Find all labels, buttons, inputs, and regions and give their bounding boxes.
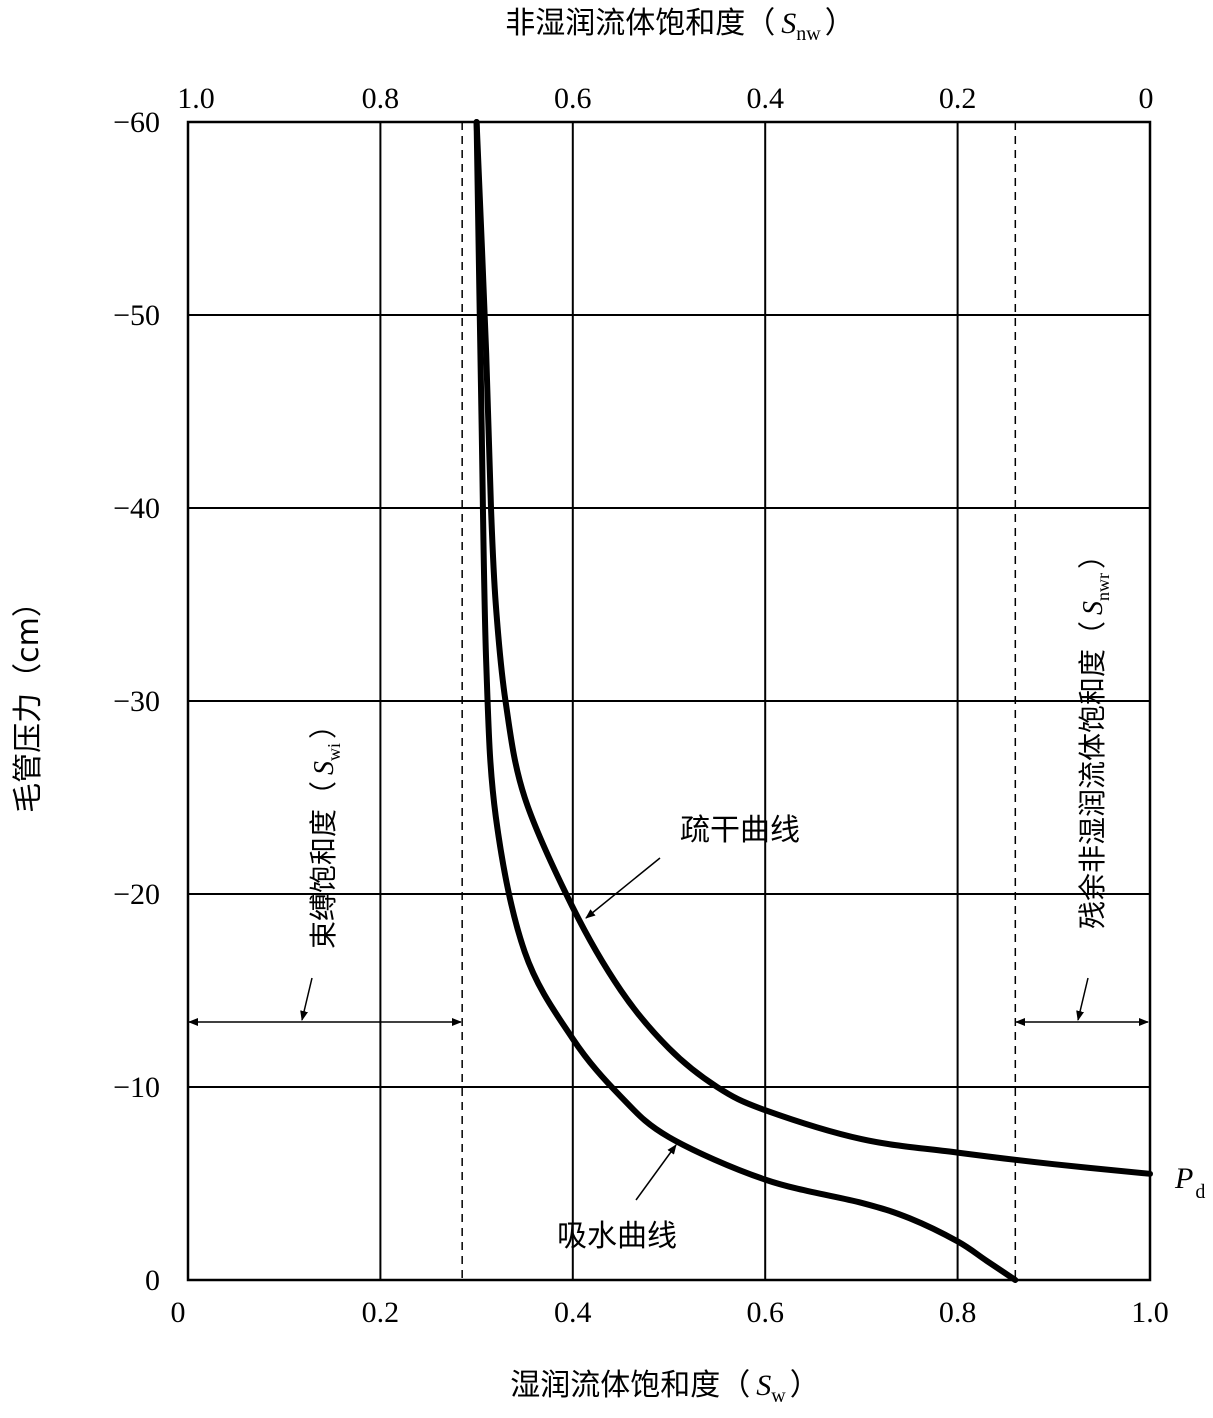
plot-border: [186, 120, 1152, 1282]
y-tick-label: −50: [113, 299, 160, 332]
snwr-label-pointer: [1076, 977, 1089, 1021]
x-bottom-tick-label: 0.2: [362, 1296, 400, 1329]
x-top-tick-label: 1.0: [177, 82, 215, 115]
residual-span-arrows: [1015, 977, 1149, 1026]
y-tick-label: −20: [113, 878, 160, 911]
residual-nonwetting-saturation-label: 残余非湿润流体饱和度（Snwr）: [1076, 541, 1113, 929]
y-tick-label: −10: [113, 1071, 160, 1104]
top-axis-title: 非湿润流体饱和度（ Snw）: [505, 6, 854, 45]
x-bottom-tick-label: 0.8: [939, 1296, 977, 1329]
drainage-curve-label: 疏干曲线: [680, 813, 800, 848]
x-top-tick-label: 0.2: [939, 82, 977, 115]
imbibition-curve-leader: [635, 1144, 677, 1201]
y-tick-label: −60: [113, 106, 160, 139]
y-axis-title: 毛管压力（cm）: [11, 587, 46, 813]
drainage-curve: [473, 119, 1153, 1177]
y-tick-label: 0: [145, 1264, 160, 1297]
x-bottom-tick-label: 0: [171, 1296, 186, 1329]
x-top-tick-label: 0.6: [554, 82, 592, 115]
grid: [187, 121, 1151, 1281]
tick-labels: 0 0.2 0.4 0.6 0.8 1.01.0 0.8 0.6 0.4 0.2 00−10−20−…: [113, 82, 1169, 1329]
bottom-axis-title: 湿润流体饱和度（ Sw）: [510, 1368, 819, 1407]
x-bottom-tick-label: 0.6: [746, 1296, 784, 1329]
x-top-tick-label: 0: [1139, 82, 1154, 115]
x-top-tick-label: 0.4: [746, 82, 784, 115]
x-bottom-tick-label: 1.0: [1131, 1296, 1169, 1329]
reference-lines: [461, 122, 1017, 1280]
imbibition-curve: [473, 119, 1019, 1283]
series-layer: [473, 119, 1153, 1283]
irreducible-saturation-label: 束缚饱和度（Swi）: [307, 711, 344, 949]
y-tick-label: −30: [113, 685, 160, 718]
x-top-tick-label: 0.8: [362, 82, 400, 115]
imbibition-curve-label: 吸水曲线: [557, 1219, 677, 1254]
x-bottom-tick-label: 0.4: [554, 1296, 592, 1329]
swi-label-pointer: [300, 977, 313, 1021]
plot-frame: [186, 120, 1152, 1282]
irreducible-span-arrows: [188, 977, 462, 1026]
y-tick-label: −40: [113, 492, 160, 525]
drainage-curve-leader: [585, 857, 661, 919]
